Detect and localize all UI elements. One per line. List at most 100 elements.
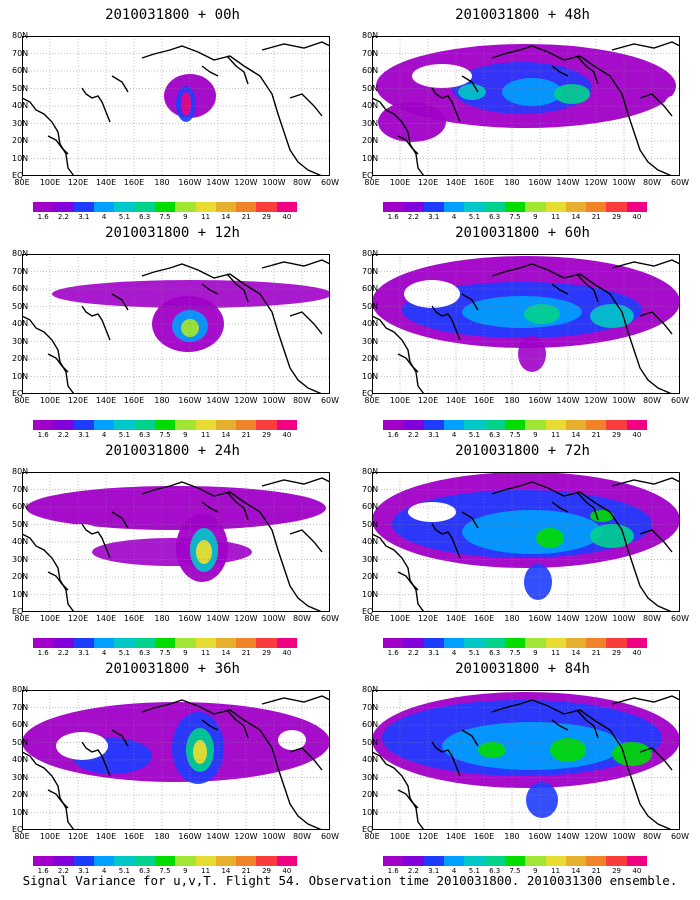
longitude-label: 160E — [123, 832, 145, 841]
colorbar-swatch — [586, 856, 607, 866]
latitude-label: EQ — [12, 389, 24, 398]
colorbar-label: 14 — [571, 431, 581, 439]
colorbar-swatch — [383, 638, 404, 648]
longitude-label: 100E — [39, 396, 61, 405]
longitude-label: 60W — [320, 832, 340, 841]
colorbar-label: 29 — [262, 213, 271, 221]
longitude-label: 140E — [95, 396, 117, 405]
colorbar-label: 3.1 — [428, 431, 440, 439]
colorbar-swatch — [256, 856, 277, 866]
longitude-label: 100E — [39, 178, 61, 187]
coastline — [111, 293, 129, 311]
colorbar-swatch — [484, 420, 505, 430]
map-panel: 2010031800 + 12h 80N 70N 60N 50N 40N 30N 20N 10N… — [0, 224, 345, 444]
longitude-label: 140W — [206, 396, 230, 405]
colorbar-swatch — [195, 856, 216, 866]
coastline — [461, 293, 479, 311]
latitude-label: 20N — [12, 136, 29, 145]
latitude-label: EQ — [362, 825, 374, 834]
colorbar-label: 11 — [201, 431, 211, 439]
coastline — [461, 729, 479, 747]
longitude-axis: 80E 100E 120E 140E 160E 180 160W 140W 120W 100W 80… — [354, 832, 689, 844]
colorbar-swatch — [276, 856, 298, 866]
variance-contour — [524, 564, 552, 600]
longitude-label: 120W — [234, 396, 258, 405]
colorbar-swatch — [33, 856, 54, 866]
variance-contour — [590, 304, 634, 328]
map-plot: 80N 70N 60N 50N 40N 30N 20N 10N EQ — [12, 250, 330, 398]
longitude-label: 120E — [417, 832, 439, 841]
colorbar-swatch — [545, 202, 566, 212]
latitude-label: 80N — [362, 249, 379, 258]
colorbar-label: 29 — [612, 431, 621, 439]
longitude-label: 80E — [14, 832, 30, 841]
longitude-label: 140E — [95, 832, 117, 841]
variance-contour — [462, 296, 582, 328]
longitude-axis: 80E 100E 120E 140E 160E 180 160W 140W 120W 100W 80… — [354, 396, 689, 408]
longitude-label: 180 — [504, 396, 520, 405]
colorbar-swatch — [626, 420, 648, 430]
coastline — [431, 87, 461, 123]
latitude-label: 70N — [362, 266, 379, 276]
colorbar-swatch — [53, 202, 74, 212]
variance-contour — [196, 540, 212, 564]
longitude-label: 80E — [364, 614, 380, 623]
colorbar-swatch — [443, 202, 465, 212]
latitude-label: 10N — [12, 589, 29, 599]
latitude-label: 80N — [12, 685, 29, 694]
longitude-label: 160W — [528, 396, 552, 405]
coastline — [289, 747, 323, 771]
colorbar-label: 5.1 — [118, 431, 130, 439]
coastline — [397, 135, 419, 155]
colorbar-swatch — [464, 856, 485, 866]
coastline — [551, 501, 569, 513]
colorbar-swatch — [606, 420, 627, 430]
colorbar-label: 40 — [632, 649, 642, 657]
colorbar-swatch — [175, 856, 196, 866]
colorbar-swatch — [504, 638, 526, 648]
longitude-label: 60W — [670, 614, 690, 623]
longitude-label: 180 — [154, 614, 170, 623]
variance-contour — [524, 304, 560, 324]
longitude-label: 140E — [445, 614, 467, 623]
longitude-label: 100W — [612, 614, 636, 623]
panel-title: 2010031800 + 24h — [105, 443, 240, 459]
colorbar-swatch — [423, 202, 444, 212]
map-plot: 80N 70N 60N 50N 40N 30N 20N 10N EQ — [12, 686, 330, 834]
latitude-label: 80N — [12, 467, 29, 476]
colorbar-label: 7.5 — [509, 431, 521, 439]
latitude-label: 20N — [362, 354, 379, 363]
coastline — [111, 75, 129, 93]
coastline — [372, 751, 425, 830]
colorbar-label: 2.2 — [407, 213, 420, 221]
latitude-label: 30N — [362, 554, 379, 564]
colorbar-label: 11 — [551, 649, 561, 657]
latitude-label: 50N — [362, 83, 379, 93]
colorbar-label: 3.1 — [428, 649, 440, 657]
latitude-label: EQ — [362, 607, 374, 616]
colorbar-label: 21 — [591, 649, 601, 657]
colorbar — [383, 856, 648, 866]
latitude-label: 10N — [362, 153, 379, 163]
colorbar-label: 29 — [262, 431, 271, 439]
longitude-label: 100E — [389, 832, 411, 841]
variance-contour — [181, 92, 191, 116]
colorbar-label: 21 — [591, 213, 601, 221]
coastline — [261, 695, 330, 705]
map-plot: 80N 70N 60N 50N 40N 30N 20N 10N EQ — [362, 468, 680, 616]
latitude-label: 80N — [362, 31, 379, 40]
colorbar-labels: 1.6 2.2 3.1 4 5.1 6.3 7.5 9 11 14 21 29 40 — [383, 213, 647, 223]
colorbar-label: 5.1 — [468, 213, 480, 221]
variance-contour — [662, 770, 680, 802]
colorbar-label: 40 — [282, 431, 292, 439]
longitude-label: 160W — [178, 614, 202, 623]
map-frame — [22, 690, 330, 830]
latitude-label: 60N — [12, 66, 29, 75]
longitude-label: 160E — [123, 178, 145, 187]
latitude-label: 10N — [362, 371, 379, 381]
longitude-label: 80E — [14, 614, 30, 623]
colorbar-label: 7.5 — [509, 867, 521, 875]
coastline — [289, 93, 323, 117]
variance-contour — [181, 319, 199, 337]
map-panel: 2010031800 + 84h 80N 70N 60N 50N 40N 30N 20N 10N… — [350, 660, 695, 880]
